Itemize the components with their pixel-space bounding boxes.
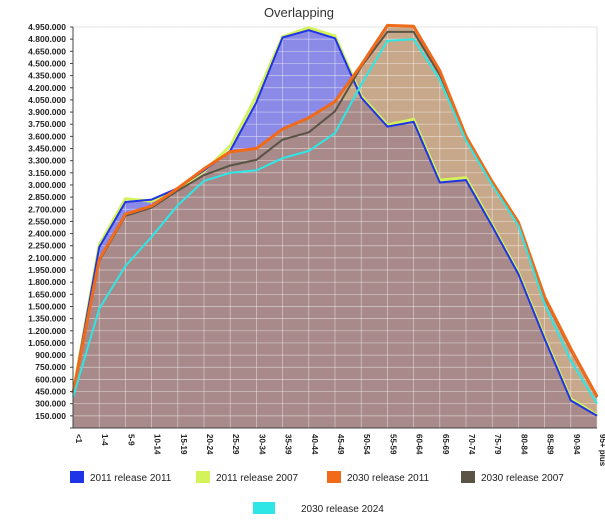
plot-area: 4.950.000 4.800.000 4.650.000 4.500.000 4.35… [28, 22, 605, 467]
y-tick-label-15: 2.700.000 [28, 204, 66, 214]
x-tick-label-6: 25-29 [231, 434, 240, 455]
y-tick-label-19: 2.100.000 [28, 253, 66, 263]
y-tick-label-9: 3.600.000 [28, 131, 66, 141]
y-tick-label-31: 300.000 [35, 399, 66, 409]
x-tick-label-12: 55-59 [388, 434, 397, 455]
x-tick-label-16: 75-79 [493, 434, 502, 455]
y-tick-label-30: 450.000 [35, 387, 66, 397]
legend-swatch-4 [253, 502, 275, 514]
x-tick-label-1: 1-4 [100, 434, 109, 446]
x-tick-label-19: 90-94 [572, 434, 581, 455]
x-tick-label-8: 35-39 [284, 434, 293, 455]
y-tick-label-17: 2.400.000 [28, 229, 66, 239]
x-tick-label-0: <1 [74, 434, 83, 444]
y-tick-label-13: 3.000.000 [28, 180, 66, 190]
y-tick-label-27: 900.000 [35, 350, 66, 360]
y-tick-label-2: 4.650.000 [28, 46, 66, 56]
y-tick-label-22: 1.650.000 [28, 289, 66, 299]
y-tick-label-8: 3.750.000 [28, 119, 66, 129]
legend-swatch-3 [461, 471, 475, 483]
x-tick-label-13: 60-64 [415, 434, 424, 455]
x-tick-label-11: 50-54 [362, 434, 371, 455]
x-tick-label-5: 20-24 [205, 434, 214, 455]
y-tick-label-10: 3.450.000 [28, 144, 66, 154]
y-tick-label-0: 4.950.000 [28, 22, 66, 32]
series-line-2 [71, 23, 599, 398]
y-tick-label-23: 1.500.000 [28, 301, 66, 311]
y-tick-label-11: 3.300.000 [28, 156, 66, 166]
legend-swatch-0 [70, 471, 84, 483]
x-tick-label-4: 15-19 [179, 434, 188, 455]
series-line-0 [72, 29, 598, 417]
x-tick-label-10: 45-49 [336, 434, 345, 455]
x-tick-label-7: 30-34 [257, 434, 266, 455]
series-line-4 [72, 38, 598, 405]
x-tick-label-15: 70-74 [467, 434, 476, 455]
legend-swatch-1 [196, 471, 210, 483]
y-tick-label-20: 1.950.000 [28, 265, 66, 275]
chart-title: Overlapping [264, 5, 334, 20]
y-tick-label-25: 1.200.000 [28, 326, 66, 336]
y-tick-label-28: 750.000 [35, 362, 66, 372]
legend-label-4: 2030 release 2024 [301, 504, 384, 515]
legend-swatch-2 [327, 471, 341, 483]
y-tick-label-5: 4.200.000 [28, 83, 66, 93]
x-tick-label-20: 95+ plus [598, 434, 605, 467]
legend: 2011 release 2011 2011 release 2007 2030 r… [70, 471, 564, 515]
y-tick-label-3: 4.500.000 [28, 58, 66, 68]
y-tick-label-1: 4.800.000 [28, 34, 66, 44]
y-tick-label-4: 4.350.000 [28, 71, 66, 81]
y-tick-label-12: 3.150.000 [28, 168, 66, 178]
y-tick-label-7: 3.900.000 [28, 107, 66, 117]
x-tick-label-2: 5-9 [126, 434, 135, 446]
legend-label-1: 2011 release 2007 [216, 473, 299, 484]
y-tick-label-32: 150.000 [35, 411, 66, 421]
y-tick-label-26: 1.050.000 [28, 338, 66, 348]
y-tick-label-21: 1.800.000 [28, 277, 66, 287]
y-tick-label-24: 1.350.000 [28, 314, 66, 324]
y-tick-label-16: 2.550.000 [28, 216, 66, 226]
legend-label-2: 2030 release 2011 [347, 473, 430, 484]
y-tick-label-29: 600.000 [35, 374, 66, 384]
x-tick-label-17: 80-84 [519, 434, 528, 455]
y-tick-label-6: 4.050.000 [28, 95, 66, 105]
gridlines [72, 26, 598, 429]
y-tick-label-14: 2.850.000 [28, 192, 66, 202]
x-tick-label-9: 40-44 [310, 434, 319, 455]
x-tick-label-18: 85-89 [546, 434, 555, 455]
y-tick-label-18: 2.250.000 [28, 241, 66, 251]
x-tick-label-14: 65-69 [441, 434, 450, 455]
x-tick-label-3: 10-14 [153, 434, 162, 455]
legend-label-3: 2030 release 2007 [481, 473, 564, 484]
legend-label-0: 2011 release 2011 [90, 473, 172, 484]
